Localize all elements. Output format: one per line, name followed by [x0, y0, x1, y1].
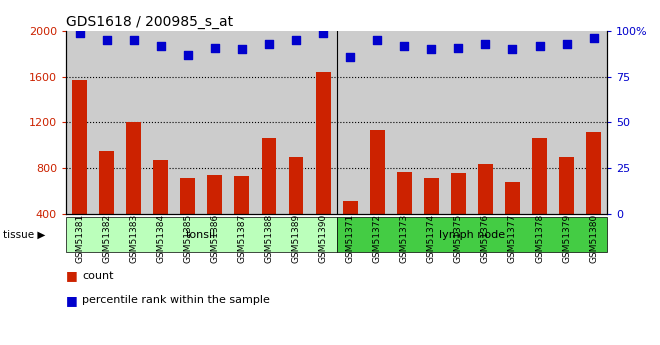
- Point: [507, 47, 517, 52]
- Text: percentile rank within the sample: percentile rank within the sample: [82, 295, 271, 305]
- Bar: [99, 151, 114, 260]
- Bar: [559, 157, 574, 260]
- Text: GSM51383: GSM51383: [129, 214, 138, 263]
- Text: tonsil: tonsil: [186, 230, 216, 239]
- Text: GSM51377: GSM51377: [508, 214, 517, 263]
- Text: GSM51379: GSM51379: [562, 214, 571, 263]
- Text: GSM51378: GSM51378: [535, 214, 544, 263]
- Point: [372, 37, 383, 43]
- Bar: [72, 80, 87, 260]
- Text: GSM51389: GSM51389: [292, 214, 300, 263]
- Text: GSM51386: GSM51386: [211, 214, 219, 263]
- Point: [535, 43, 545, 48]
- Point: [74, 30, 84, 36]
- Bar: [315, 72, 331, 260]
- Bar: [234, 176, 249, 260]
- Text: GSM51388: GSM51388: [265, 214, 273, 263]
- Text: ■: ■: [66, 294, 78, 307]
- Point: [480, 41, 491, 47]
- Point: [318, 30, 329, 36]
- Bar: [66, 217, 337, 252]
- Point: [102, 37, 112, 43]
- Bar: [207, 175, 222, 260]
- Text: GSM51382: GSM51382: [102, 214, 111, 263]
- Point: [182, 52, 193, 58]
- Bar: [343, 201, 358, 260]
- Point: [426, 47, 437, 52]
- Bar: [370, 130, 385, 260]
- Text: GSM51387: GSM51387: [238, 214, 246, 263]
- Text: GSM51381: GSM51381: [75, 214, 84, 263]
- Text: GSM51390: GSM51390: [319, 214, 327, 263]
- Bar: [478, 164, 493, 260]
- Text: lymph node: lymph node: [439, 230, 505, 239]
- Bar: [424, 178, 439, 260]
- Text: GSM51374: GSM51374: [427, 214, 436, 263]
- Bar: [586, 132, 601, 260]
- Point: [290, 37, 301, 43]
- Text: count: count: [82, 271, 114, 281]
- Bar: [288, 157, 304, 260]
- Point: [345, 54, 355, 59]
- Point: [156, 43, 166, 48]
- Bar: [126, 122, 141, 260]
- Text: GDS1618 / 200985_s_at: GDS1618 / 200985_s_at: [66, 14, 233, 29]
- Point: [128, 37, 139, 43]
- Point: [264, 41, 275, 47]
- Bar: [337, 217, 607, 252]
- Bar: [532, 138, 547, 260]
- Bar: [505, 182, 520, 260]
- Text: GSM51384: GSM51384: [156, 214, 165, 263]
- Text: GSM51372: GSM51372: [373, 214, 381, 263]
- Text: ■: ■: [66, 269, 78, 283]
- Point: [210, 45, 220, 50]
- Point: [561, 41, 572, 47]
- Text: GSM51371: GSM51371: [346, 214, 354, 263]
- Bar: [451, 173, 466, 260]
- Bar: [397, 171, 412, 260]
- Point: [453, 45, 463, 50]
- Text: GSM51375: GSM51375: [454, 214, 463, 263]
- Text: GSM51385: GSM51385: [183, 214, 192, 263]
- Point: [237, 47, 248, 52]
- Point: [399, 43, 409, 48]
- Text: GSM51380: GSM51380: [589, 214, 598, 263]
- Bar: [153, 160, 168, 260]
- Text: GSM51376: GSM51376: [481, 214, 490, 263]
- Point: [589, 36, 599, 41]
- Text: tissue ▶: tissue ▶: [3, 230, 46, 239]
- Bar: [261, 138, 277, 260]
- Bar: [180, 178, 195, 260]
- Text: GSM51373: GSM51373: [400, 214, 409, 263]
